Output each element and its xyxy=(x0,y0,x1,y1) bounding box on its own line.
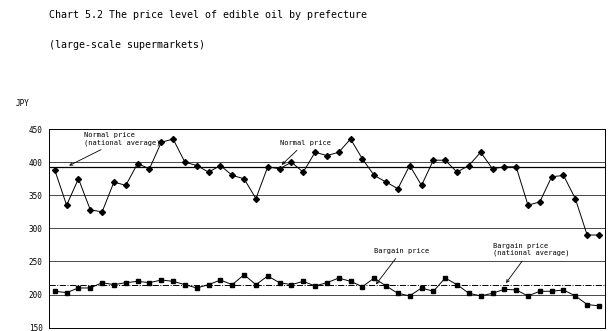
Text: (large-scale supermarkets): (large-scale supermarkets) xyxy=(49,40,205,50)
Text: Chart 5.2 The price level of edible oil by prefecture: Chart 5.2 The price level of edible oil … xyxy=(49,10,367,20)
Text: Bargain price: Bargain price xyxy=(374,248,430,284)
Text: Normal price
(national average): Normal price (national average) xyxy=(70,132,161,165)
Text: Normal price: Normal price xyxy=(280,140,331,164)
Text: Bargain price
(national average): Bargain price (national average) xyxy=(492,243,569,282)
Text: JPY: JPY xyxy=(15,99,29,108)
